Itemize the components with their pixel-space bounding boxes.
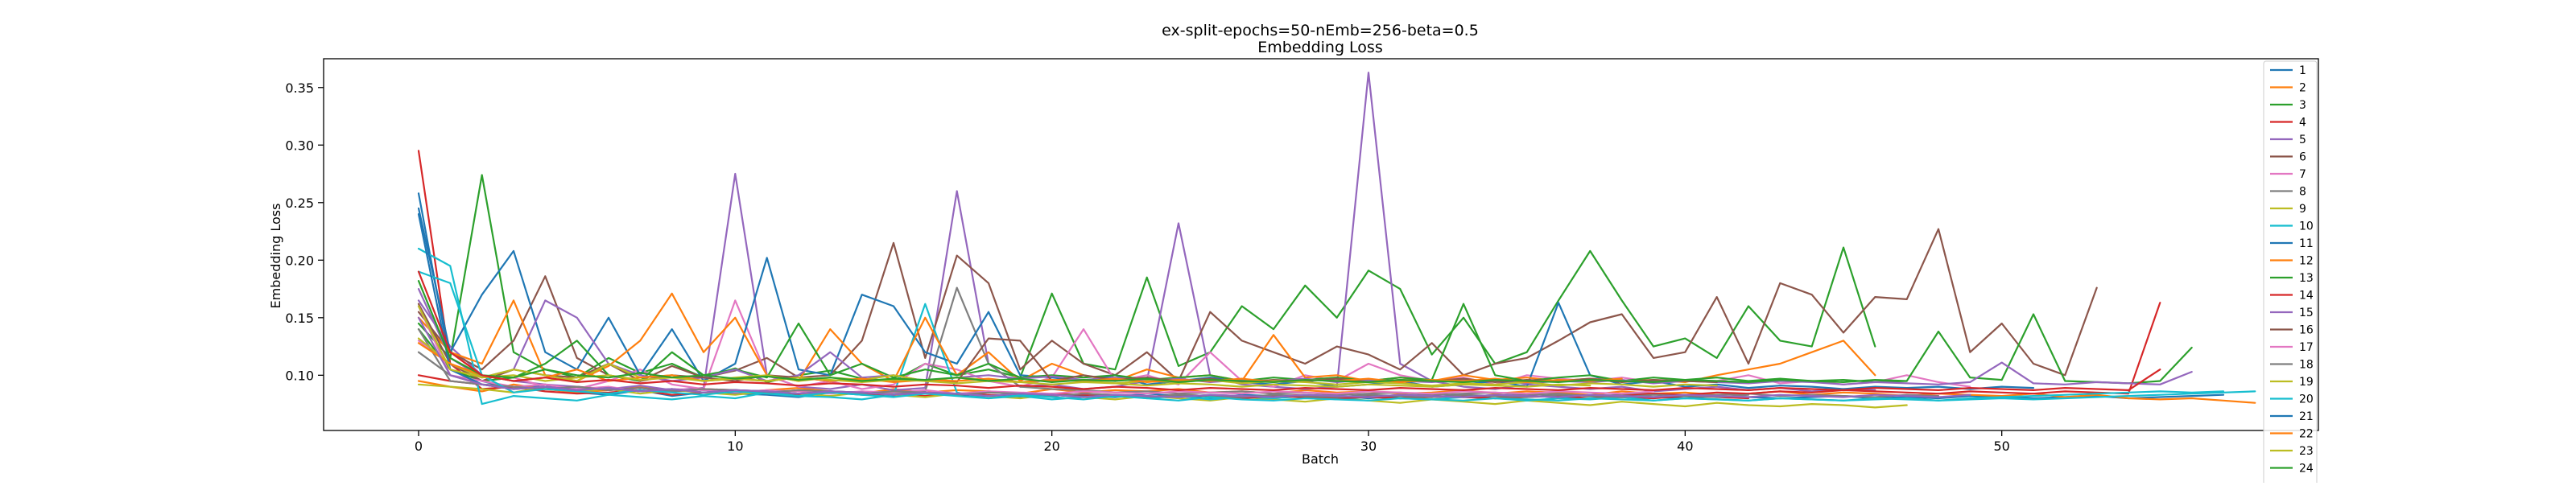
y-tick-label: 0.15 — [285, 311, 314, 326]
axes: 0 10 20 30 40 50 0.10 0.15 0.20 0.25 0.30 0.35 — [285, 58, 2319, 454]
legend-label-23: 23 — [2299, 445, 2314, 458]
legend-label-8: 8 — [2299, 186, 2306, 199]
legend-label-6: 6 — [2299, 151, 2306, 164]
x-tick-label: 10 — [727, 439, 743, 454]
y-axis-label: Embedding Loss — [268, 204, 283, 309]
series-line-25 — [417, 270, 2161, 391]
y-tick-label: 0.25 — [285, 196, 314, 211]
y-tick-label: 0.30 — [285, 138, 314, 153]
series-line-24 — [417, 280, 1908, 383]
series-line-26 — [417, 316, 1971, 398]
plot-frame — [323, 58, 2319, 431]
x-tick-label: 20 — [1043, 439, 1059, 454]
chart-subtitle: Embedding Loss — [1257, 39, 1382, 56]
legend-label-7: 7 — [2299, 168, 2306, 181]
y-tick-label: 0.20 — [285, 253, 314, 268]
legend-label-10: 10 — [2299, 220, 2314, 233]
legend-box — [2263, 60, 2318, 486]
legend-label-4: 4 — [2299, 117, 2306, 130]
legend-label-20: 20 — [2299, 393, 2314, 406]
legend-label-15: 15 — [2299, 307, 2314, 319]
legend-label-1: 1 — [2299, 64, 2306, 77]
plot-area — [417, 72, 2256, 409]
y-tick-label: 0.35 — [285, 80, 314, 96]
y-tick-label: 0.10 — [285, 368, 314, 383]
legend-label-24: 24 — [2299, 463, 2314, 476]
legend-label-11: 11 — [2299, 237, 2314, 250]
legend-label-17: 17 — [2299, 341, 2314, 354]
x-tick-label: 50 — [1993, 439, 2009, 454]
x-axis-label: Batch — [1302, 451, 1339, 467]
series-line-20 — [417, 270, 2225, 402]
legend-label-19: 19 — [2299, 376, 2314, 389]
legend-label-3: 3 — [2299, 99, 2306, 112]
legend-label-16: 16 — [2299, 324, 2314, 337]
series-line-18 — [417, 328, 1750, 398]
legend-label-5: 5 — [2299, 134, 2306, 146]
series-line-3 — [417, 174, 1876, 383]
x-tick-label: 40 — [1677, 439, 1693, 454]
series-line-15 — [417, 288, 2193, 385]
legend-label-18: 18 — [2299, 359, 2314, 372]
x-tick-label: 0 — [415, 439, 423, 454]
legend-label-12: 12 — [2299, 255, 2314, 268]
legend-label-9: 9 — [2299, 203, 2306, 216]
legend-label-21: 21 — [2299, 410, 2314, 423]
chart-title: ex-split-epochs=50-nEmb=256-beta=0.5 — [1162, 22, 1479, 39]
x-tick-label: 30 — [1360, 439, 1377, 454]
legend-label-2: 2 — [2299, 82, 2306, 95]
legend-label-13: 13 — [2299, 272, 2314, 285]
legend-label-22: 22 — [2299, 428, 2314, 441]
legend-label-14: 14 — [2299, 290, 2314, 303]
